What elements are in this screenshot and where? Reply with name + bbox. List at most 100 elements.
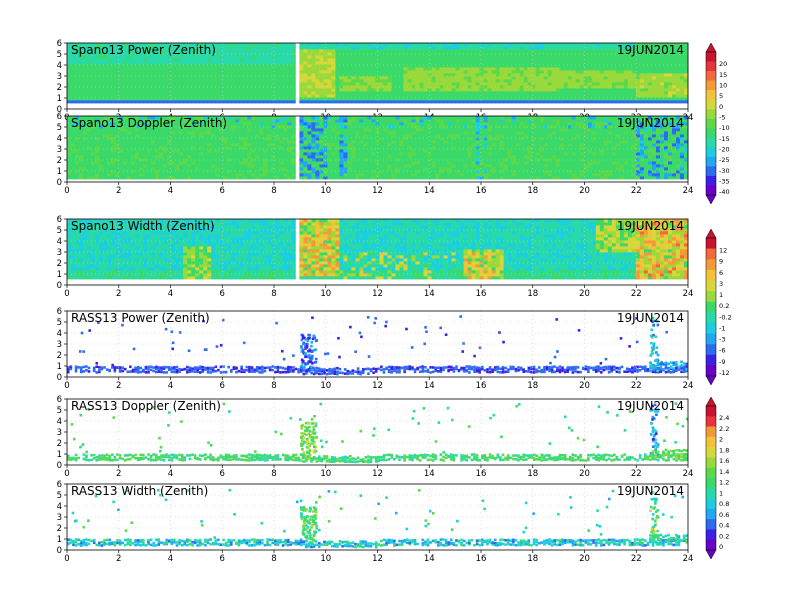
heatmap-cell [339,149,344,153]
heatmap-cell [211,137,216,141]
heatmap-cell [199,137,204,141]
heatmap-cell [379,125,384,129]
heatmap-cell [267,146,272,150]
heatmap-cell [603,46,609,50]
heatmap-cell [491,88,497,92]
heatmap-cell [191,140,196,144]
heatmap-cell [607,43,613,47]
heatmap-cell [379,167,384,171]
heatmap-cell [179,46,184,50]
heatmap-cell [359,176,364,180]
heatmap-cell [95,70,100,74]
heatmap-cell [199,158,204,162]
heatmap-cell [299,49,304,53]
heatmap-cell [203,155,208,159]
heatmap-cell [75,91,80,95]
heatmap-cell [275,46,280,50]
heatmap-cell [359,152,364,156]
heatmap-cell [195,161,200,165]
heatmap-cell [115,94,120,98]
heatmap-cell [331,94,336,98]
heatmap-cell [407,137,412,141]
heatmap-cell [111,137,116,141]
heatmap-cell [415,88,420,92]
heatmap-cell [551,82,557,86]
heatmap-cell [143,128,148,132]
heatmap-cell [363,49,368,53]
heatmap-cell [587,67,593,71]
heatmap-cell [343,134,348,138]
heatmap-cell [259,116,264,120]
heatmap-cell [99,146,104,150]
heatmap-cell [187,125,192,129]
heatmap-cell [363,67,368,71]
heatmap-cell [67,61,72,65]
heatmap-cell [115,128,120,132]
heatmap-cell [163,73,168,77]
heatmap-cell [611,82,617,86]
heatmap-cell [91,143,96,147]
heatmap-cell [503,88,509,92]
heatmap-cell [291,91,296,95]
heatmap-cell [183,67,188,71]
heatmap-cell [279,128,284,132]
heatmap-cell [371,46,376,50]
heatmap-cell [299,152,304,156]
heatmap-cell [91,116,96,120]
heatmap-cell [631,70,637,74]
heatmap-cell [679,82,685,86]
heatmap-cell [531,91,537,95]
heatmap-cell [623,79,629,83]
heatmap-cell [143,55,148,59]
heatmap-cell [251,122,256,126]
heatmap-cell [567,61,573,65]
heatmap-cell [515,88,521,92]
heatmap-cell [195,155,200,159]
heatmap-cell [367,167,372,171]
heatmap-cell [71,76,76,80]
heatmap-cell [375,140,380,144]
heatmap-cell [219,149,224,153]
heatmap-cell [479,85,485,89]
heatmap-cell [403,67,408,71]
heatmap-cell [167,170,172,174]
heatmap-cell [343,64,348,68]
heatmap-cell [155,137,160,141]
heatmap-cell [91,91,96,95]
heatmap-cell [71,79,76,83]
heatmap-cell [163,116,168,120]
heatmap-cell [419,161,424,165]
heatmap-cell [119,73,124,77]
heatmap-cell [431,43,436,47]
heatmap-cell [615,61,621,65]
heatmap-cell [123,152,128,156]
heatmap-cell [251,146,256,150]
heatmap-cell [175,173,180,177]
heatmap-cell [151,134,156,138]
heatmap-cell [343,167,348,171]
heatmap-cell [567,79,573,83]
heatmap-cell [667,64,673,68]
heatmap-cell [303,158,308,162]
heatmap-cell [503,94,509,98]
heatmap-cell [287,100,292,104]
heatmap-cell [411,73,416,77]
heatmap-cell [183,146,188,150]
heatmap-cell [471,82,477,86]
heatmap-cell [247,137,252,141]
heatmap-cell [227,173,232,177]
heatmap-cell [319,176,324,180]
heatmap-cell [303,131,308,135]
heatmap-cell [163,125,168,129]
heatmap-cell [319,64,324,68]
heatmap-cell [175,158,180,162]
heatmap-cell [387,97,392,101]
heatmap-cell [347,131,352,135]
heatmap-cell [227,64,232,68]
heatmap-cell [223,73,228,77]
heatmap-cell [183,91,188,95]
heatmap-cell [75,134,80,138]
heatmap-cell [455,46,461,50]
heatmap-cell [223,176,228,180]
heatmap-cell [127,152,132,156]
